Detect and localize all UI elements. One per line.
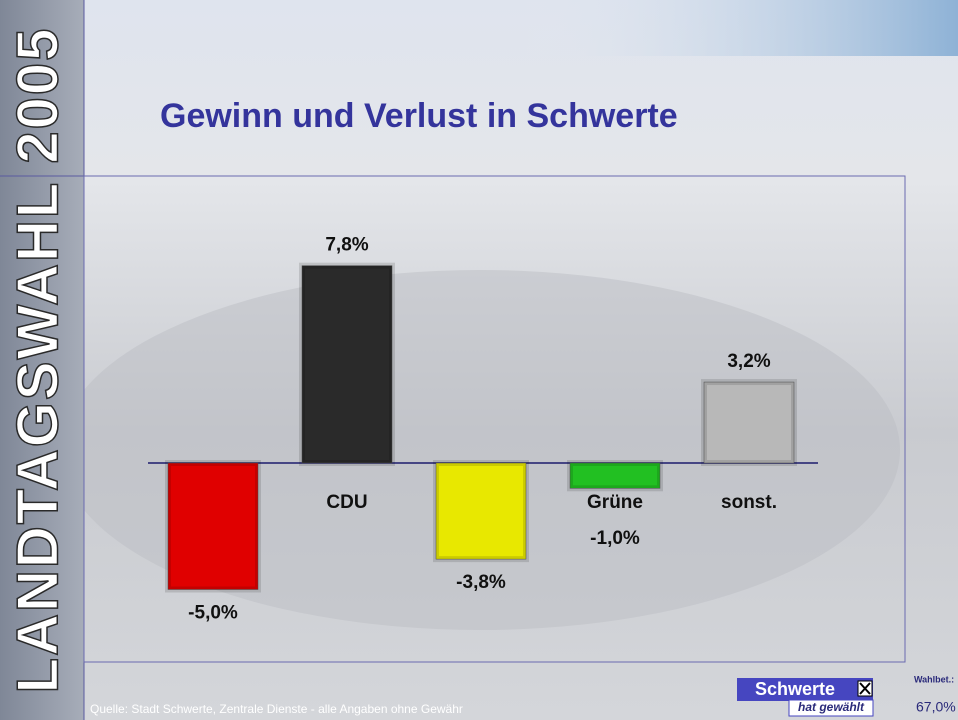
turnout: 67,0% [916, 699, 956, 715]
value-label: -1,0% [590, 528, 640, 549]
header-photo [520, 0, 958, 56]
badge-sub: hat gewählt [798, 700, 865, 714]
bar [302, 266, 392, 463]
category-label: Grüne [587, 492, 643, 513]
turnout-label: Wahlbet.: [914, 674, 954, 684]
bar [168, 463, 258, 590]
category-label: CDU [326, 492, 367, 513]
value-label: 3,2% [727, 351, 770, 372]
bar [704, 382, 794, 463]
badge: Schwerte [755, 679, 835, 699]
value-label: -5,0% [188, 603, 238, 624]
bar [436, 463, 526, 559]
value-label: -3,8% [456, 572, 506, 593]
category-label: sonst. [721, 492, 777, 513]
bar [570, 463, 660, 488]
source: Quelle: Stadt Schwerte, Zentrale Dienste… [90, 702, 463, 716]
side-title: LANDTAGSWAHL 2005 [5, 27, 70, 694]
chart-title: Gewinn und Verlust in Schwerte [160, 97, 678, 135]
value-label: 7,8% [325, 235, 368, 256]
slide: LANDTAGSWAHL 2005 Gewinn und Verlust in … [0, 0, 958, 720]
